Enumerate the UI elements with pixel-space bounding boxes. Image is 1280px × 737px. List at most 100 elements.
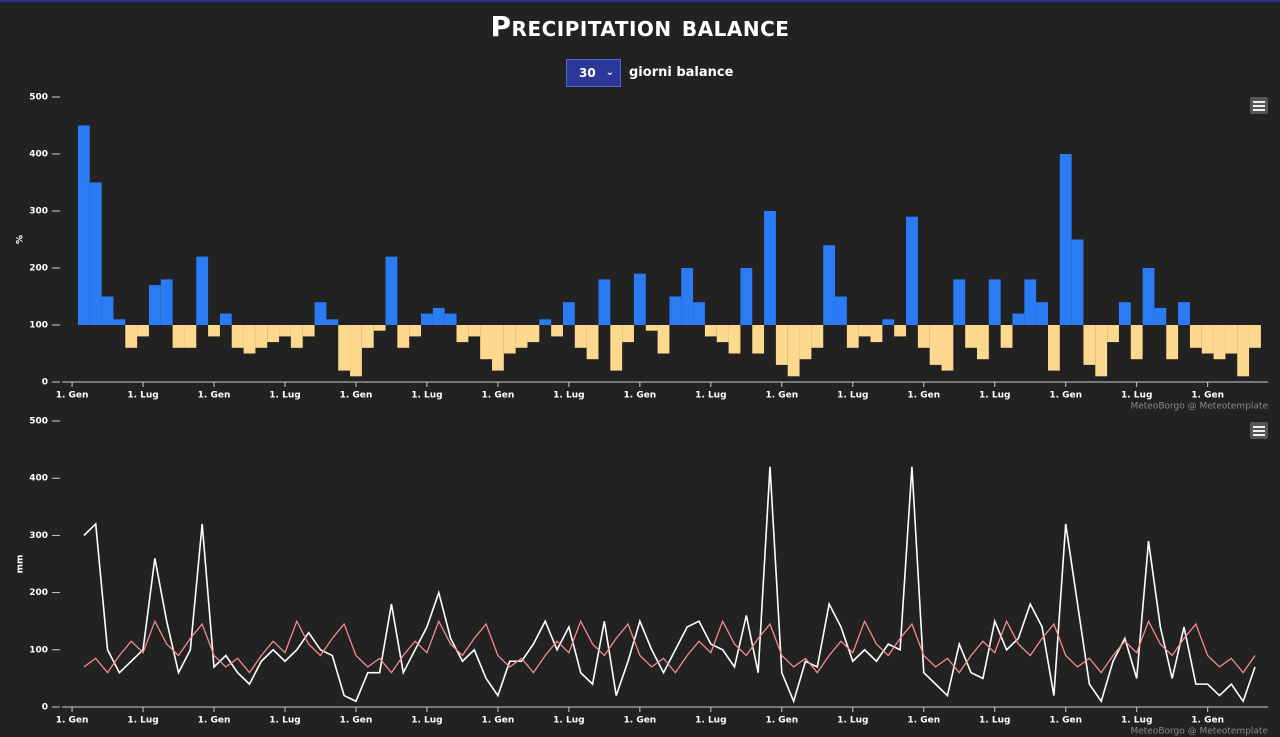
y-tick-label: 500 (29, 417, 48, 427)
bar (208, 325, 220, 337)
x-tick-label: 1. Lug (553, 391, 584, 401)
y-tick-label: 0 (42, 378, 48, 388)
y-axis-label: mm (16, 555, 26, 574)
bar (1083, 325, 1096, 365)
x-tick-label: 1. Gen (624, 716, 657, 726)
x-tick-label: 1. Lug (837, 716, 868, 726)
y-tick-label: 0 (42, 703, 48, 713)
y-axis-label: % (16, 235, 26, 244)
bar (894, 325, 907, 337)
bar (350, 325, 362, 377)
bar (740, 268, 753, 325)
bar (917, 325, 930, 348)
bar (1166, 325, 1179, 360)
x-tick-label: 1. Lug (269, 391, 300, 401)
bar (101, 296, 114, 325)
bar (409, 325, 422, 337)
page-title: Precipitation balance (490, 10, 790, 43)
y-tick-label: 500 (29, 93, 48, 103)
x-tick-label: 1. Gen (56, 716, 89, 726)
bar (1107, 325, 1119, 343)
bar (574, 325, 587, 348)
bar (480, 325, 492, 360)
line-series (83, 619, 1256, 674)
bar (799, 325, 812, 360)
x-tick-label: 1. Gen (624, 391, 657, 401)
bar (1189, 325, 1202, 348)
bar (988, 279, 1001, 325)
bar (243, 325, 256, 354)
bar (953, 279, 966, 325)
days-select[interactable]: 30 ⌄ (566, 59, 621, 87)
bar (1213, 325, 1226, 360)
bar (823, 245, 836, 325)
bar (681, 268, 694, 325)
y-tick-label: 400 (29, 474, 48, 484)
bar (468, 325, 481, 337)
menu-button[interactable] (1250, 97, 1268, 114)
bar (1118, 302, 1131, 325)
bar (279, 325, 291, 337)
x-tick-label: 1. Lug (411, 716, 442, 726)
x-tick-label: 1. Gen (198, 716, 231, 726)
bar (811, 325, 824, 348)
bar (231, 325, 244, 348)
x-tick-label: 1. Lug (1121, 716, 1152, 726)
bar (1000, 325, 1013, 348)
bar (539, 319, 552, 325)
bar (373, 325, 386, 331)
bar (1012, 313, 1025, 325)
bar (397, 325, 410, 348)
bar (314, 302, 327, 325)
x-tick-label: 1. Gen (765, 391, 798, 401)
bar (1225, 325, 1238, 354)
bar (1047, 325, 1060, 371)
bar (752, 325, 765, 354)
bar (491, 325, 504, 371)
x-tick-label: 1. Gen (1049, 391, 1082, 401)
bar (137, 325, 149, 337)
x-tick-label: 1. Gen (340, 716, 373, 726)
select-value: 30 (579, 66, 596, 80)
x-tick-label: 1. Lug (127, 391, 158, 401)
bar (716, 325, 729, 343)
bar (1059, 154, 1072, 325)
bar (1036, 302, 1048, 325)
bar (184, 325, 197, 348)
bar (196, 256, 209, 325)
x-tick-label: 1. Lug (411, 391, 442, 401)
credits: MeteoBorgo @ Meteotemplate (1130, 727, 1268, 737)
line-series (83, 466, 1256, 704)
x-tick-label: 1. Lug (979, 391, 1010, 401)
bar (622, 325, 634, 343)
bar (1071, 239, 1084, 325)
credits: MeteoBorgo @ Meteotemplate (1130, 402, 1268, 412)
y-tick-label: 200 (29, 264, 48, 274)
bar (219, 313, 232, 325)
bar (89, 182, 102, 325)
bar (965, 325, 977, 348)
x-tick-label: 1. Lug (695, 716, 726, 726)
bar (113, 319, 126, 325)
x-tick-label: 1. Gen (482, 716, 515, 726)
y-tick-label: 100 (29, 645, 48, 655)
bar (1178, 302, 1190, 325)
bar (1024, 279, 1037, 325)
x-tick-label: 1. Lug (837, 391, 868, 401)
x-tick-label: 1. Lug (269, 716, 300, 726)
bar (160, 279, 173, 325)
bar (704, 325, 717, 337)
bar (255, 325, 268, 348)
bar (1154, 307, 1167, 325)
x-tick-label: 1. Gen (198, 391, 231, 401)
bar (551, 325, 563, 337)
bar (361, 325, 374, 348)
bar (906, 216, 918, 325)
bar (976, 325, 989, 360)
menu-button[interactable] (1250, 422, 1268, 439)
x-tick-label: 1. Gen (907, 391, 940, 401)
bar (432, 307, 445, 325)
bar (835, 296, 847, 325)
bar (1201, 325, 1214, 354)
bar (941, 325, 954, 371)
